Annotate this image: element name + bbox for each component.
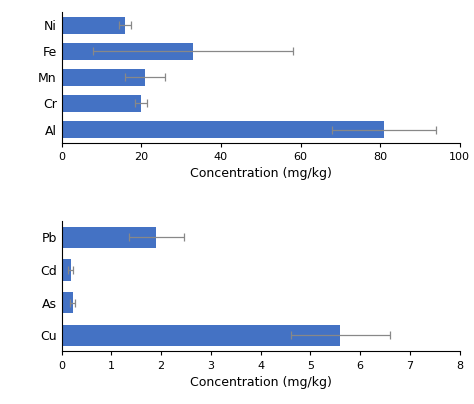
Bar <box>62 17 125 34</box>
Bar <box>62 121 384 138</box>
Bar <box>62 43 193 60</box>
Bar <box>62 69 145 86</box>
Bar <box>62 292 73 313</box>
X-axis label: Concentration (mg/kg): Concentration (mg/kg) <box>190 167 332 180</box>
Bar <box>62 324 340 346</box>
Bar <box>62 227 156 248</box>
X-axis label: Concentration (mg/kg): Concentration (mg/kg) <box>190 376 332 389</box>
Bar <box>62 259 71 280</box>
Bar <box>62 95 141 112</box>
